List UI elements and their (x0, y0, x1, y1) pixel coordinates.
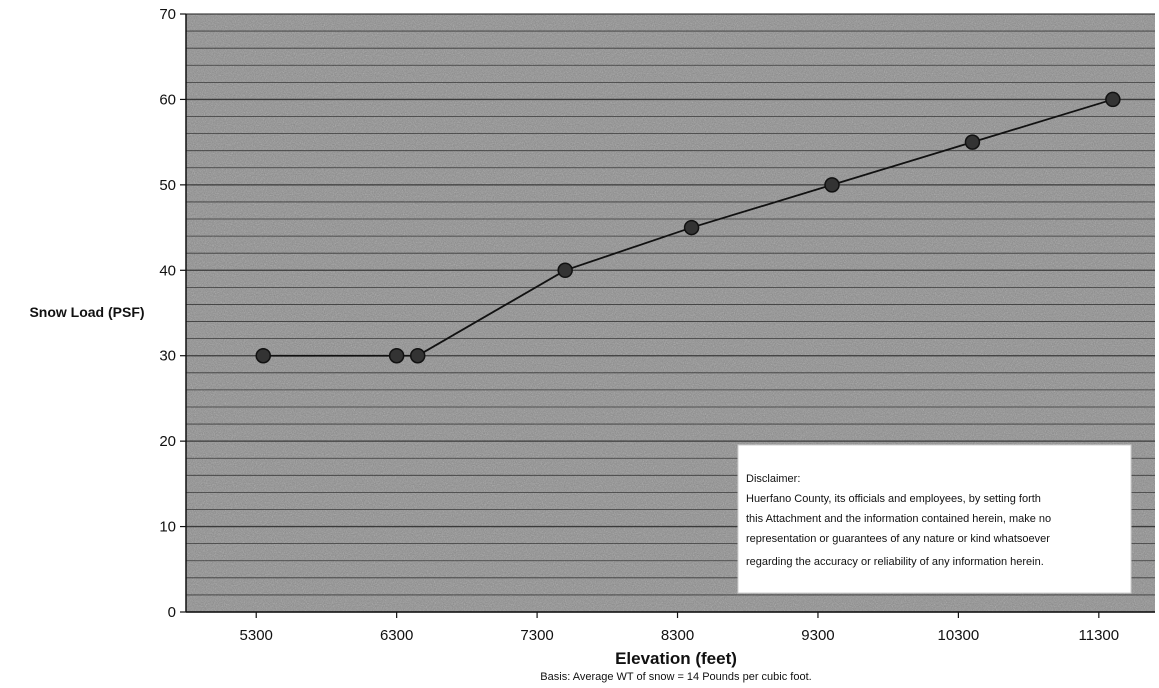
x-tick-label: 7300 (520, 627, 553, 644)
data-points (255, 91, 1121, 364)
disclaimer-box: Disclaimer: Huerfano County, its officia… (737, 444, 1132, 594)
data-point (964, 134, 981, 150)
data-point (824, 177, 840, 193)
x-axis-title: Elevation (feet) (615, 649, 737, 668)
y-tick-label: 30 (159, 348, 176, 365)
y-tick-label: 20 (159, 433, 176, 450)
disclaimer-line: Huerfano County, its officials and emplo… (746, 493, 1041, 505)
x-tick-label: 5300 (240, 627, 273, 644)
x-tick-label: 10300 (938, 627, 980, 644)
axes (185, 14, 1155, 613)
y-tick-label: 60 (159, 91, 176, 108)
data-point (1105, 91, 1121, 108)
plot-area (186, 14, 1155, 612)
y-tick-label: 40 (159, 262, 176, 279)
x-tick-label: 9300 (801, 627, 834, 644)
data-point (255, 347, 271, 364)
y-axis-ticks: 0 10 20 30 40 50 60 70 (159, 6, 186, 621)
y-tick-label: 50 (159, 177, 176, 194)
disclaimer-line: this Attachment and the information cont… (746, 513, 1051, 525)
y-tick-label: 70 (159, 6, 176, 23)
data-point (683, 219, 700, 236)
disclaimer-line: representation or guarantees of any natu… (746, 533, 1050, 545)
y-tick-label: 0 (168, 604, 176, 621)
x-tick-label: 11300 (1079, 627, 1120, 644)
disclaimer-line: regarding the accuracy or reliability of… (746, 556, 1044, 568)
data-point (388, 347, 405, 364)
x-tick-label: 8300 (661, 627, 694, 644)
data-point (557, 262, 573, 279)
x-axis-ticks: 5300 6300 7300 8300 9300 10300 11300 (240, 612, 1120, 644)
basis-note: Basis: Average WT of snow = 14 Pounds pe… (540, 671, 811, 683)
y-tick-label: 10 (159, 519, 176, 536)
x-tick-label: 6300 (380, 627, 413, 644)
disclaimer-heading: Disclaimer: (746, 473, 800, 485)
data-point (409, 347, 426, 364)
disclaimer-background (737, 444, 1132, 594)
y-axis-title: Snow Load (PSF) (29, 304, 144, 320)
